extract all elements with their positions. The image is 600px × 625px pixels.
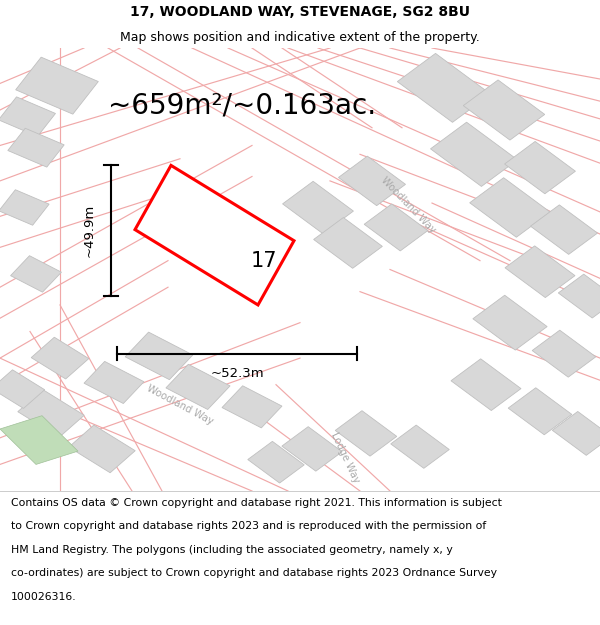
Text: HM Land Registry. The polygons (including the associated geometry, namely x, y: HM Land Registry. The polygons (includin… xyxy=(11,544,452,554)
Polygon shape xyxy=(0,97,55,136)
Text: ~52.3m: ~52.3m xyxy=(210,367,264,380)
Text: Lodge Way: Lodge Way xyxy=(329,431,361,484)
Polygon shape xyxy=(397,53,491,122)
Polygon shape xyxy=(166,364,230,409)
Polygon shape xyxy=(8,128,64,167)
Polygon shape xyxy=(559,274,600,318)
Polygon shape xyxy=(135,166,294,305)
Text: 17, WOODLAND WAY, STEVENAGE, SG2 8BU: 17, WOODLAND WAY, STEVENAGE, SG2 8BU xyxy=(130,5,470,19)
Polygon shape xyxy=(431,122,517,186)
Polygon shape xyxy=(505,141,575,194)
Polygon shape xyxy=(248,441,304,483)
Polygon shape xyxy=(391,425,449,468)
Text: Map shows position and indicative extent of the property.: Map shows position and indicative extent… xyxy=(120,31,480,44)
Polygon shape xyxy=(470,177,550,238)
Polygon shape xyxy=(463,80,545,140)
Polygon shape xyxy=(69,425,135,472)
Text: ~49.9m: ~49.9m xyxy=(83,204,96,258)
Polygon shape xyxy=(505,246,575,298)
Polygon shape xyxy=(0,370,44,408)
Polygon shape xyxy=(11,256,61,292)
Polygon shape xyxy=(16,57,98,114)
Polygon shape xyxy=(222,386,282,428)
Polygon shape xyxy=(18,389,84,438)
Polygon shape xyxy=(314,217,382,268)
Text: 17: 17 xyxy=(251,251,277,271)
Polygon shape xyxy=(530,205,598,254)
Text: 100026316.: 100026316. xyxy=(11,591,76,601)
Text: Woodland Way: Woodland Way xyxy=(145,383,215,426)
Polygon shape xyxy=(532,330,596,377)
Polygon shape xyxy=(282,427,342,471)
Polygon shape xyxy=(283,181,353,234)
Text: to Crown copyright and database rights 2023 and is reproduced with the permissio: to Crown copyright and database rights 2… xyxy=(11,521,486,531)
Text: Woodland Way: Woodland Way xyxy=(379,175,437,235)
Polygon shape xyxy=(364,204,428,251)
Polygon shape xyxy=(553,411,600,456)
Polygon shape xyxy=(0,190,49,225)
Polygon shape xyxy=(0,416,78,464)
Text: Contains OS data © Crown copyright and database right 2021. This information is : Contains OS data © Crown copyright and d… xyxy=(11,498,502,508)
Polygon shape xyxy=(451,359,521,411)
Polygon shape xyxy=(508,388,572,435)
Text: ~659m²/~0.163ac.: ~659m²/~0.163ac. xyxy=(108,92,376,119)
Polygon shape xyxy=(84,361,144,404)
Polygon shape xyxy=(335,411,397,456)
Polygon shape xyxy=(31,338,89,379)
Text: co-ordinates) are subject to Crown copyright and database rights 2023 Ordnance S: co-ordinates) are subject to Crown copyr… xyxy=(11,568,497,578)
Polygon shape xyxy=(338,156,406,206)
Polygon shape xyxy=(125,332,193,379)
Polygon shape xyxy=(473,295,547,350)
